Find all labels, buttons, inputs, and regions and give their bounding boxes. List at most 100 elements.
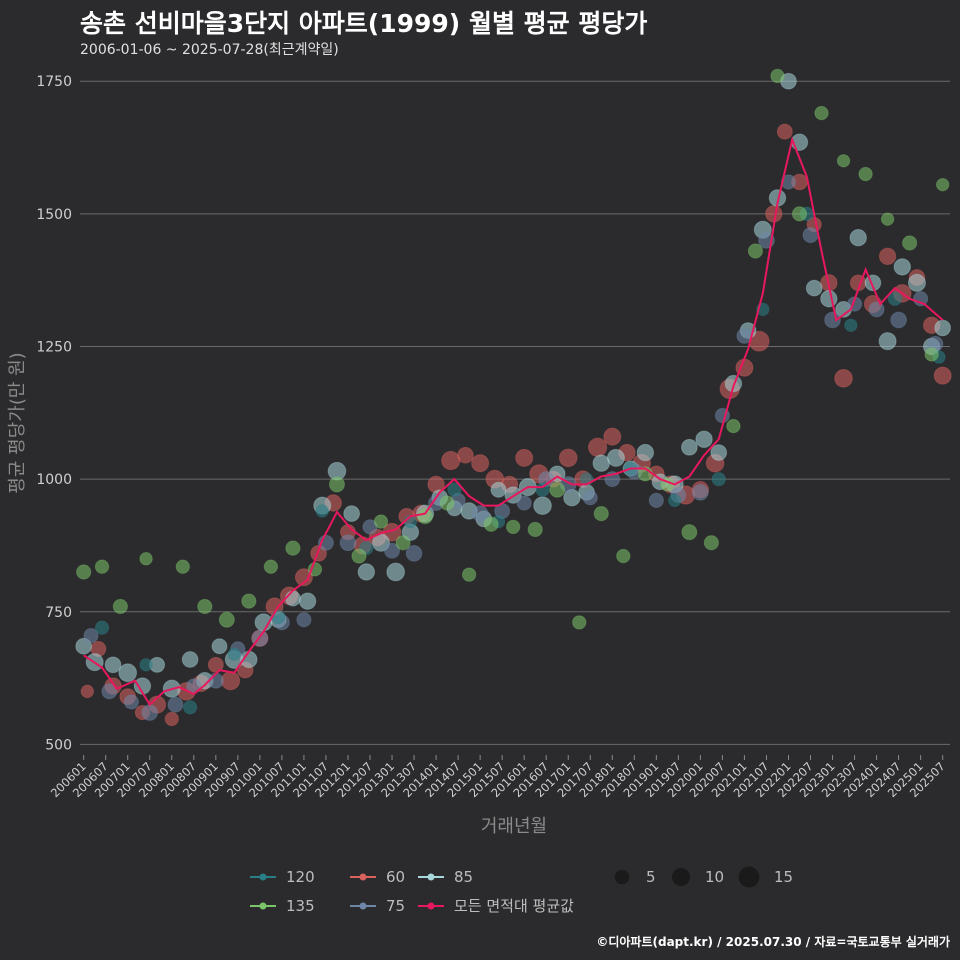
legend-label: 75 — [386, 897, 405, 915]
legend-label: 120 — [286, 868, 315, 886]
point-75 — [824, 311, 841, 329]
point-60 — [164, 711, 179, 727]
point-75 — [207, 672, 224, 689]
point-135 — [439, 495, 455, 511]
legend: 120 60 85 135 75 모든 면적대 평균값 5 10 15 — [250, 866, 793, 915]
point-85 — [907, 273, 926, 292]
legend-dot — [259, 902, 267, 910]
point-85 — [181, 651, 199, 668]
point-135 — [527, 521, 543, 538]
point-135 — [285, 540, 301, 556]
y-tick-label: 750 — [45, 605, 72, 621]
point-135 — [112, 598, 128, 615]
point-135 — [328, 476, 345, 493]
legend-label: 135 — [286, 897, 315, 915]
point-85 — [284, 590, 301, 607]
point-75 — [384, 542, 401, 559]
point-60 — [207, 656, 224, 673]
point-60 — [587, 437, 608, 457]
legend-label: 모든 면적대 평균값 — [454, 897, 574, 915]
point-135 — [351, 548, 367, 564]
point-120 — [227, 647, 241, 661]
point-120 — [447, 482, 462, 497]
footer-credit: ©디아파트(dapt.kr) / 2025.07.30 / 자료=국토교통부 실… — [596, 935, 950, 949]
point-60 — [776, 123, 793, 140]
point-135 — [139, 552, 153, 566]
point-85 — [695, 430, 713, 449]
point-135 — [461, 567, 477, 582]
point-85 — [710, 444, 728, 461]
point-85 — [878, 332, 897, 351]
point-85 — [606, 448, 625, 467]
point-75 — [582, 490, 598, 506]
point-135 — [791, 206, 808, 222]
point-135 — [241, 593, 257, 609]
point-75 — [101, 683, 118, 700]
point-85 — [893, 258, 911, 276]
y-tick-label: 1250 — [36, 339, 72, 355]
point-85 — [805, 279, 823, 297]
size-legend-label: 10 — [705, 868, 724, 886]
point-60 — [834, 368, 853, 388]
point-85 — [681, 438, 698, 456]
point-75 — [692, 484, 709, 501]
point-120 — [887, 291, 903, 306]
size-legend-circle — [614, 869, 630, 885]
point-135 — [681, 524, 698, 541]
point-60 — [471, 454, 490, 473]
point-135 — [747, 243, 764, 259]
point-135 — [572, 615, 587, 630]
point-135 — [814, 105, 829, 121]
point-60 — [220, 671, 241, 691]
point-85 — [118, 663, 138, 683]
point-60 — [310, 545, 327, 562]
y-tick-label: 1500 — [36, 207, 72, 223]
point-60 — [441, 450, 461, 471]
point-135 — [505, 519, 521, 535]
point-135 — [924, 347, 939, 362]
point-85 — [820, 290, 838, 308]
point-85 — [636, 443, 655, 462]
point-135 — [880, 212, 895, 226]
point-75 — [339, 534, 357, 552]
point-75 — [890, 311, 907, 329]
point-60 — [765, 205, 783, 223]
point-85 — [75, 637, 93, 655]
y-axis-ticks: 500 750 1000 1250 1500 1750 — [36, 74, 72, 753]
point-135 — [935, 177, 950, 192]
legend-item: 모든 면적대 평균값 — [418, 897, 574, 915]
point-85 — [211, 638, 228, 655]
average-line-layer — [83, 136, 944, 707]
point-75 — [516, 495, 532, 511]
legend-dot — [427, 873, 435, 881]
size-legend-item: 15 — [738, 866, 793, 888]
size-legend-label: 5 — [646, 868, 656, 886]
chart-title: 송촌 선비마을3단지 아파트(1999) 월별 평균 평당가 — [80, 9, 648, 38]
point-60 — [294, 568, 313, 587]
legend-item: 135 — [250, 897, 315, 915]
point-135 — [175, 559, 190, 574]
point-75 — [83, 628, 99, 644]
point-85 — [533, 496, 552, 515]
point-85 — [343, 505, 361, 522]
point-85 — [934, 319, 952, 337]
size-legend-item: 5 — [614, 868, 656, 886]
point-135 — [483, 516, 499, 532]
point-135 — [549, 481, 566, 498]
point-120 — [667, 493, 682, 508]
legend-dot — [427, 902, 435, 910]
point-120 — [271, 609, 286, 625]
point-60 — [603, 427, 622, 446]
data-points — [75, 68, 952, 727]
legend-dot — [359, 902, 367, 910]
legend-item: 120 — [250, 868, 315, 886]
point-135 — [94, 559, 110, 574]
point-60 — [878, 247, 897, 265]
y-tick-label: 500 — [45, 737, 72, 753]
point-75 — [123, 694, 139, 710]
point-60 — [558, 448, 578, 468]
legend-label: 85 — [454, 868, 473, 886]
size-legend-item: 10 — [671, 867, 724, 887]
point-135 — [616, 548, 631, 564]
